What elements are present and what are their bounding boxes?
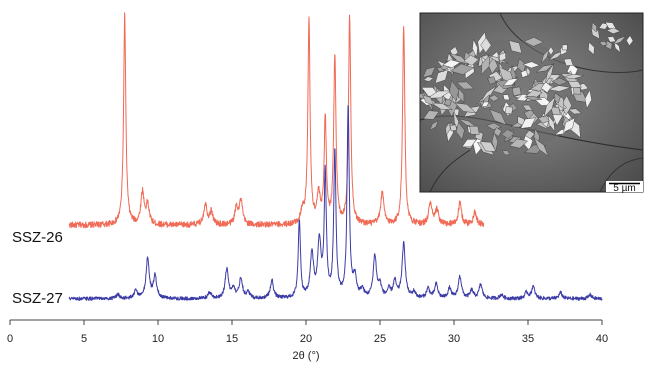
x-tick-label: 5: [81, 333, 87, 345]
x-tick-label: 25: [374, 333, 386, 345]
x-axis: 0 5 10 15 20 25 30 35 40 2θ (°): [7, 319, 608, 362]
series-line-ssz-26: [68, 12, 485, 229]
sem-inset: 5 µm: [419, 12, 644, 194]
scale-bar-label: 5 µm: [613, 183, 635, 194]
x-tick-label: 35: [522, 333, 534, 345]
pattern-traces: [68, 12, 603, 301]
series-line-ssz-27: [68, 105, 603, 301]
x-tick-label: 15: [226, 333, 238, 345]
x-tick-label: 30: [448, 333, 460, 345]
series-label-ssz-26: SSZ-26: [12, 229, 63, 246]
x-axis-ticks: 0 5 10 15 20 25 30 35 40: [7, 320, 608, 345]
scale-bar-box: [606, 181, 643, 192]
series-label-ssz-27: SSZ-27: [12, 290, 63, 307]
x-tick-label: 40: [596, 333, 608, 345]
x-tick-label: 10: [152, 333, 164, 345]
x-tick-label: 0: [7, 333, 13, 345]
sem-image-texture: [420, 13, 643, 192]
x-axis-title: 2θ (°): [292, 350, 319, 362]
x-tick-label: 20: [300, 333, 312, 345]
